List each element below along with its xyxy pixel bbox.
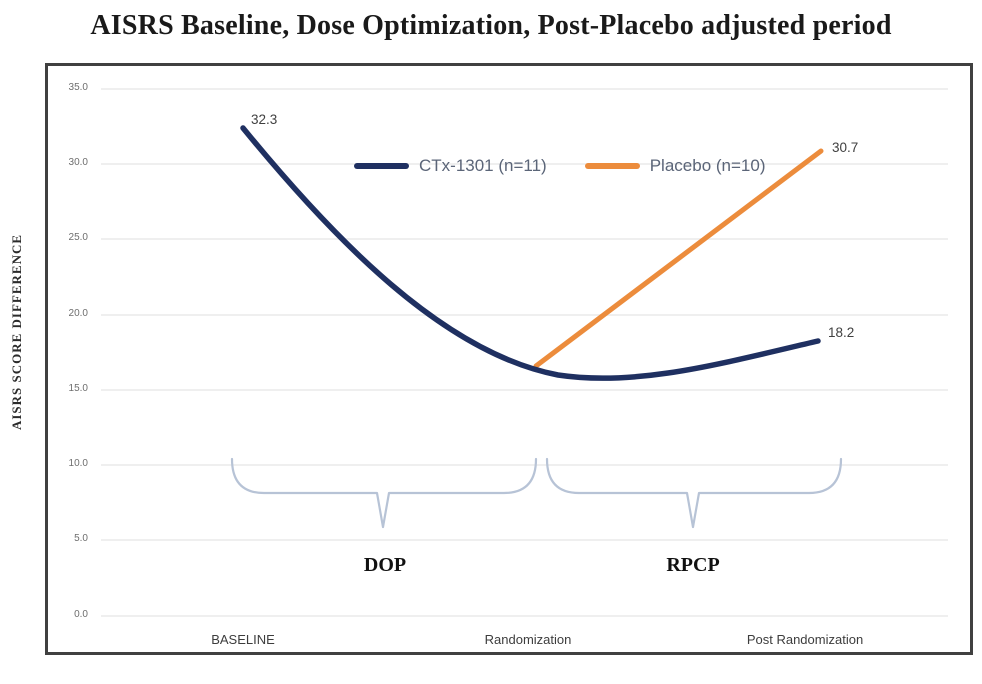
ctx1301-baseline-value-label: 32.3 xyxy=(251,112,278,127)
gridline-25 xyxy=(101,238,948,240)
dop-label: DOP xyxy=(363,554,407,576)
gridline-0 xyxy=(101,615,948,617)
chart-title: AISRS Baseline, Dose Optimization, Post-… xyxy=(90,10,892,41)
gridline-30 xyxy=(101,163,948,165)
ctx1301-legend-swatch xyxy=(354,163,409,169)
gridline-15 xyxy=(101,389,948,391)
y-tick-label: 20.0 xyxy=(68,308,88,319)
y-tick-label: 30.0 xyxy=(68,157,88,168)
rpcp-label: RPCP xyxy=(666,554,720,576)
placebo-legend-label: Placebo (n=10) xyxy=(649,156,766,175)
x-axis-label-post-randomization: Post Randomization xyxy=(746,632,864,647)
y-tick-label: 10.0 xyxy=(68,458,88,469)
ctx1301-post-value-label: 18.2 xyxy=(828,325,855,340)
x-axis-label-baseline: BASELINE xyxy=(211,632,275,647)
y-tick-label: 25.0 xyxy=(68,232,88,243)
x-axis-label-randomization: Randomization xyxy=(484,632,572,647)
series-plot-layer xyxy=(230,125,843,529)
placebo-legend-swatch xyxy=(584,163,640,169)
placebo-series-line xyxy=(533,148,824,369)
ctx1301-series-line xyxy=(240,125,821,381)
placebo-post-value-label: 30.7 xyxy=(832,140,859,155)
ctx1301-legend-label: CTx-1301 (n=11) xyxy=(419,156,547,175)
legend: CTx-1301 (n=11) Placebo (n=10) xyxy=(354,156,766,176)
y-tick-label: 0.0 xyxy=(74,609,88,620)
dop-brace xyxy=(230,457,538,529)
gridline-20 xyxy=(101,314,948,316)
y-tick-label: 35.0 xyxy=(68,82,88,93)
plot-area: 35.0 30.0 25.0 20.0 15.0 10.0 5.0 0.0 CT… xyxy=(45,63,973,655)
rpcp-brace xyxy=(545,457,843,529)
gridline-5 xyxy=(101,539,948,541)
y-axis-title: AISRS SCORE DIFFERENCE xyxy=(9,233,24,431)
y-tick-label: 5.0 xyxy=(74,533,88,544)
y-tick-label: 15.0 xyxy=(68,383,88,394)
gridline-10 xyxy=(101,464,948,466)
gridline-35 xyxy=(101,88,948,90)
